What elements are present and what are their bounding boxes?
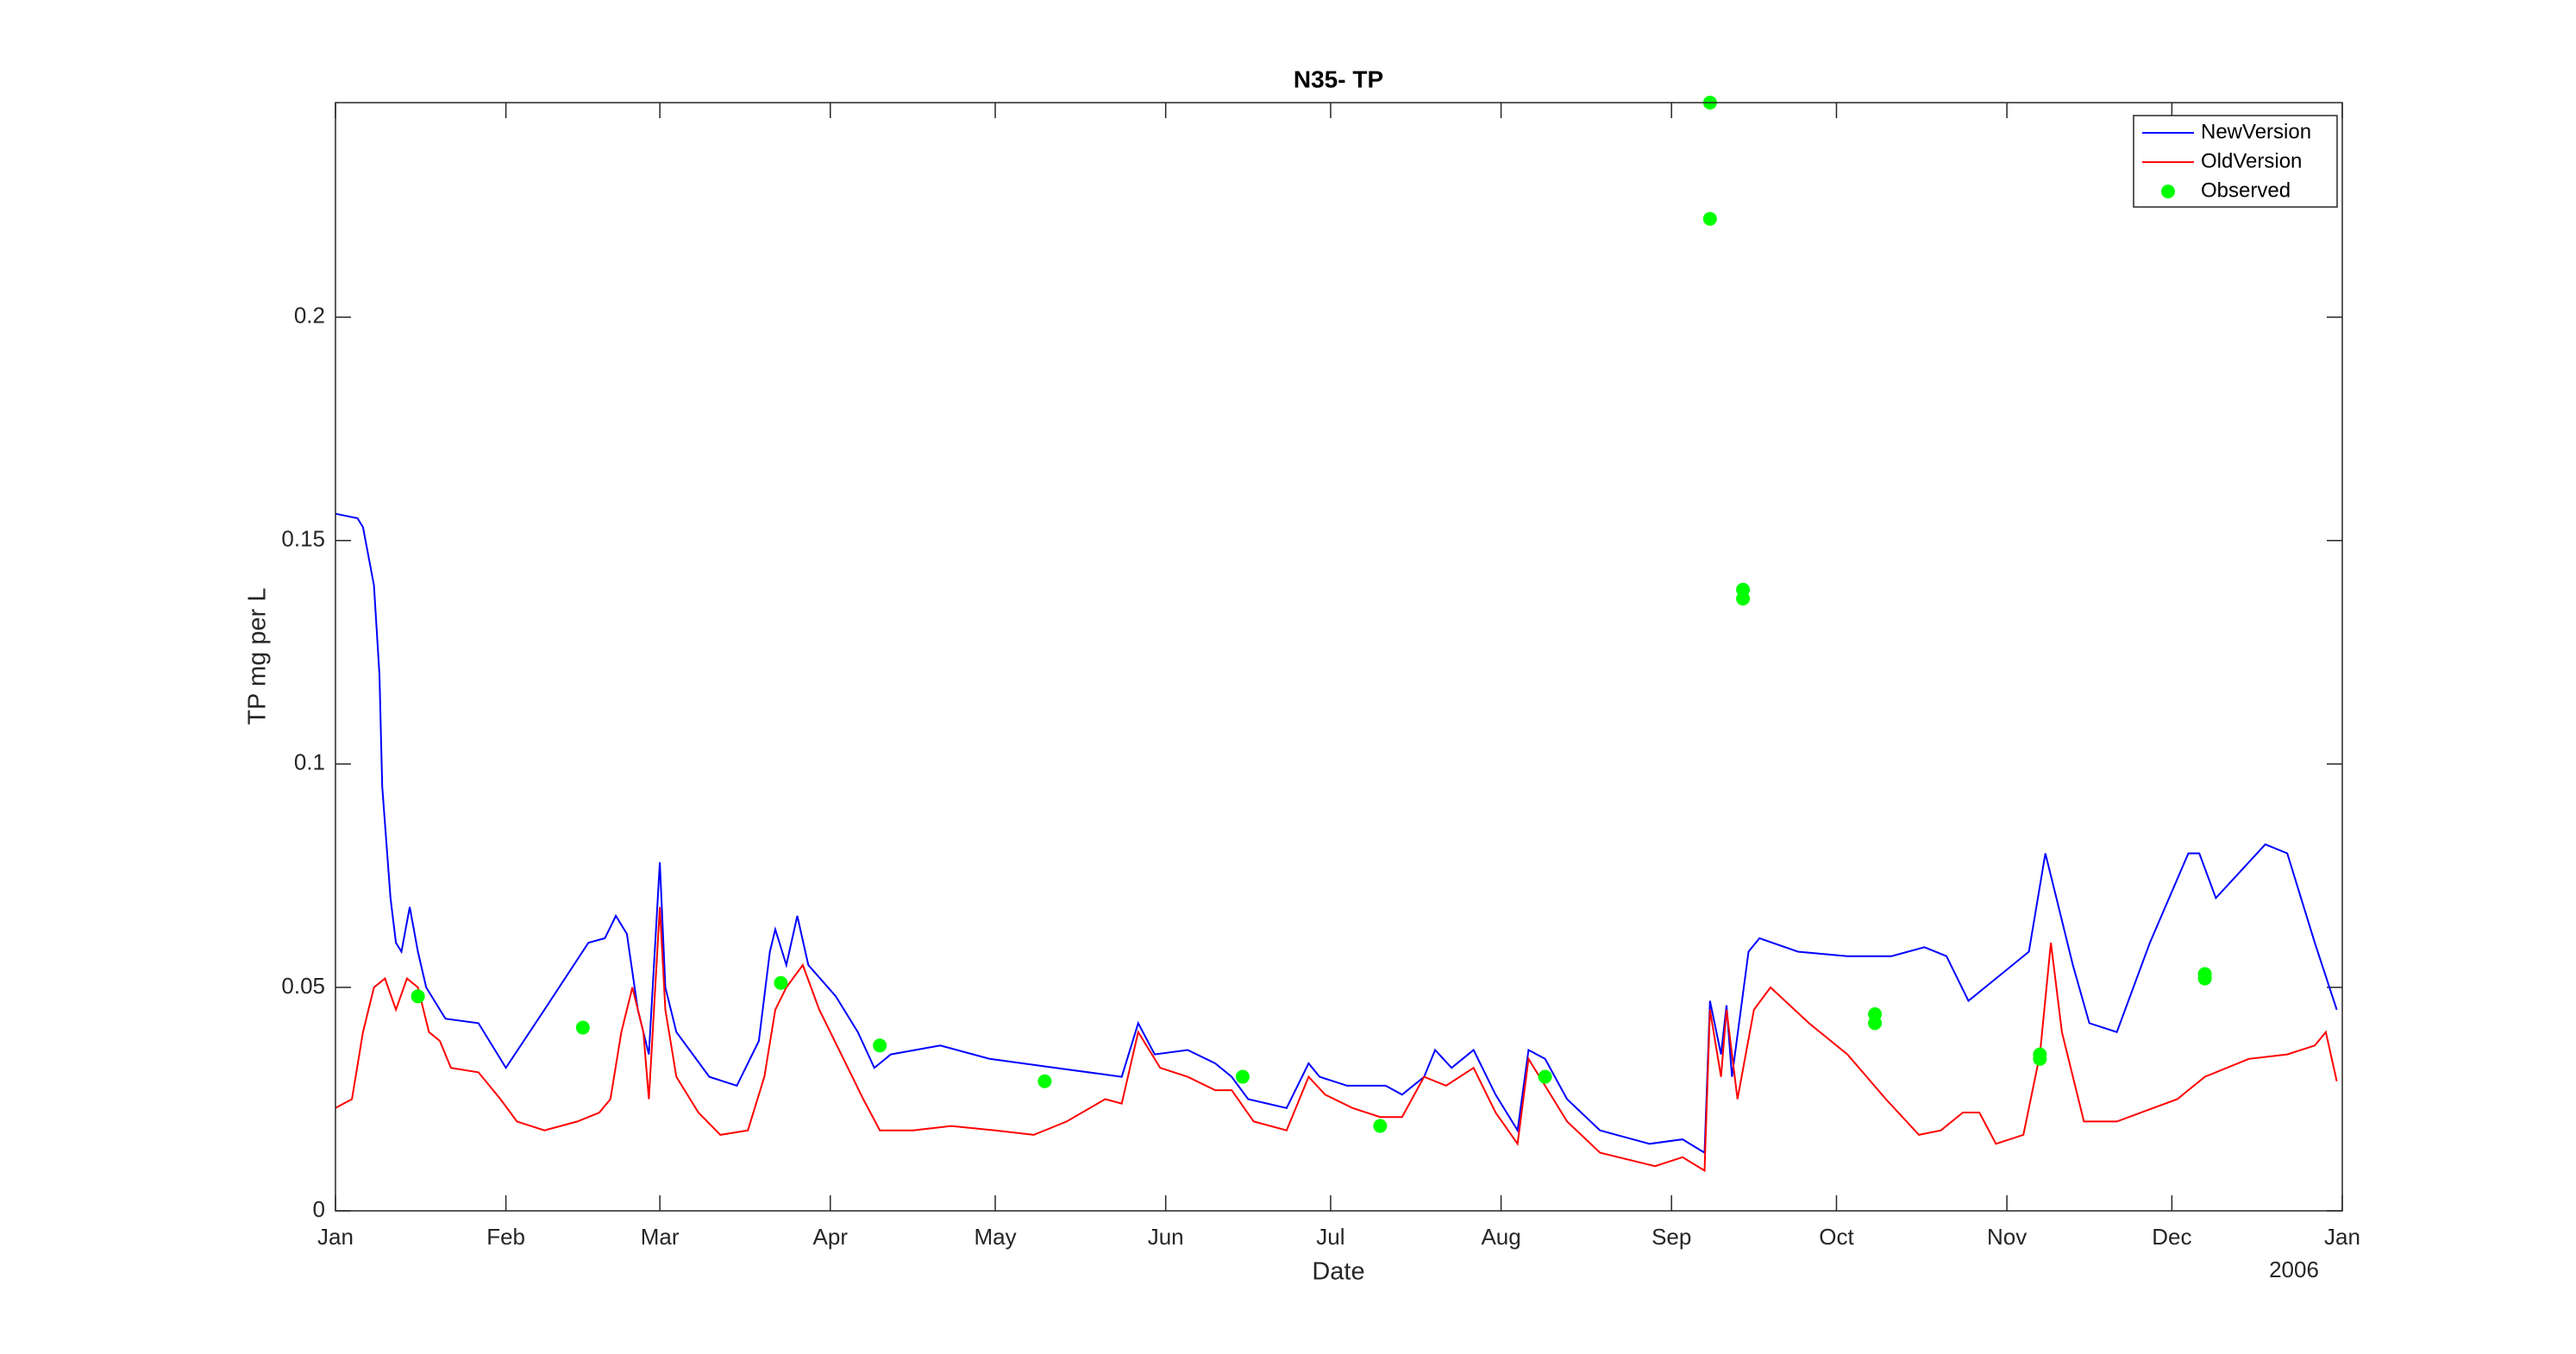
observed-point (1373, 1119, 1388, 1133)
legend-label: NewVersion (2201, 120, 2311, 143)
x-tick-label: Dec (2152, 1224, 2191, 1250)
x-axis-label: Date (1312, 1258, 1364, 1286)
x-tick-label: Feb (486, 1224, 525, 1250)
observed-point (1235, 1069, 1250, 1084)
observed-point (1538, 1069, 1552, 1084)
x-tick-label: Sep (1652, 1224, 1691, 1250)
observed-point (873, 1038, 887, 1053)
observed-point (1868, 1016, 1883, 1031)
legend: NewVersion OldVersion Observed (2133, 115, 2338, 208)
x-tick-label: Jan (317, 1224, 354, 1250)
axes-box (335, 102, 2343, 1212)
x-tick-label: Apr (813, 1224, 849, 1250)
x-tick-label: Aug (1481, 1224, 1520, 1250)
y-tick-label: 0.15 (281, 526, 325, 552)
y-tick-label: 0.1 (294, 749, 325, 775)
y-axis-label: TP mg per L (244, 587, 272, 724)
observed-point (575, 1020, 590, 1035)
y-tick-label: 0.2 (294, 303, 325, 329)
legend-swatch (2161, 185, 2175, 198)
chart-title: N35- TP (1294, 66, 1383, 92)
x-tick-label: Jan (2324, 1224, 2360, 1250)
observed-point (2033, 1051, 2047, 1066)
y-tick-label: 0 (313, 1196, 325, 1222)
observed-point (1702, 211, 1717, 226)
legend-label: OldVersion (2201, 149, 2302, 172)
x-tick-label: Jul (1316, 1224, 1344, 1250)
series-line (335, 512, 2338, 1155)
x-tick-label: Nov (1987, 1224, 2027, 1250)
x-tick-label: Mar (641, 1224, 680, 1250)
x-tick-label: Jun (1148, 1224, 1184, 1250)
observed-point (774, 975, 788, 990)
observed-point (2197, 971, 2212, 986)
y-tick-label: 0.05 (281, 973, 325, 999)
x-tick-label: May (974, 1224, 1016, 1250)
x-tick-label: Oct (1819, 1224, 1854, 1250)
observed-point (1736, 592, 1751, 606)
observed-point (411, 989, 425, 1004)
series-line (335, 906, 2338, 1173)
legend-label: Observed (2201, 179, 2291, 202)
observed-point (1037, 1074, 1052, 1088)
x-corner-label: 2006 (2269, 1257, 2319, 1282)
